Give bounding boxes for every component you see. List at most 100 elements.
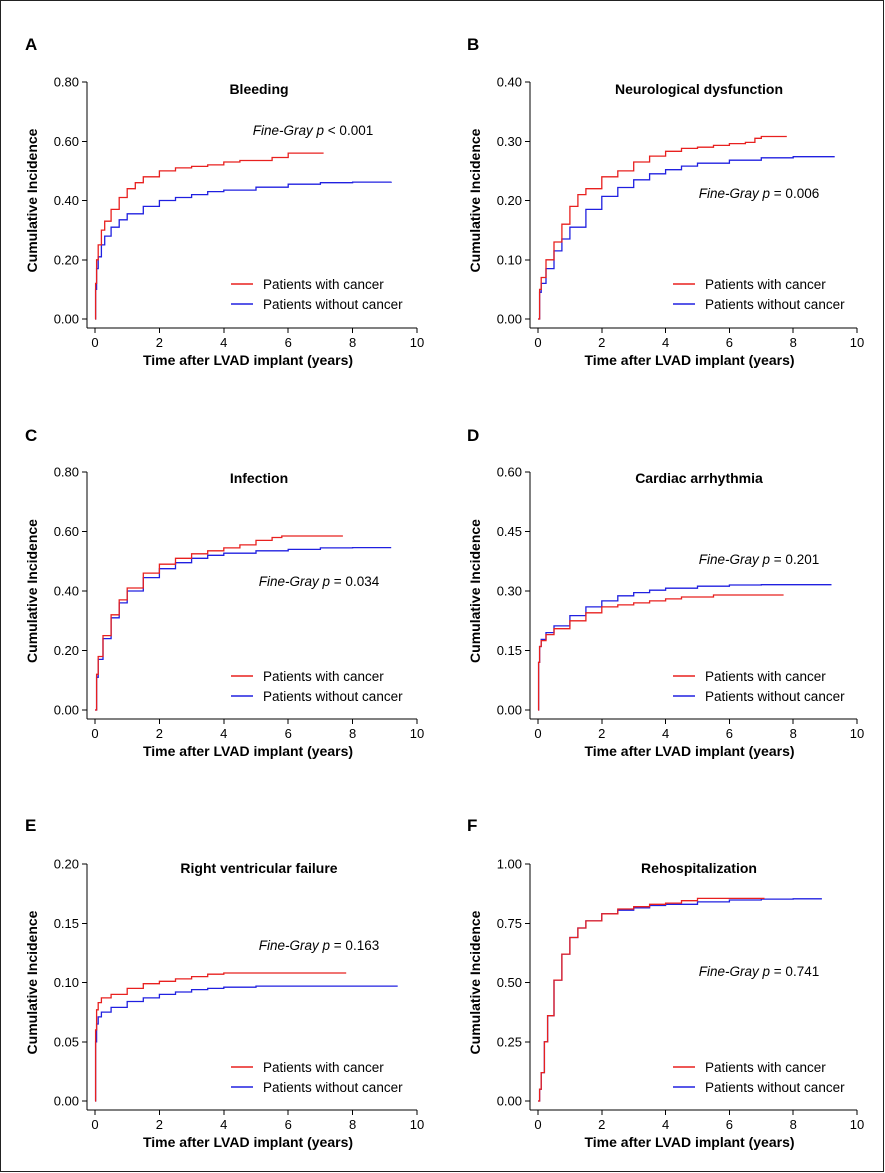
x-tick-label: 8: [349, 1117, 356, 1132]
x-tick-label: 0: [534, 726, 541, 741]
y-axis-label: Cumulative Incidence: [467, 128, 483, 272]
series-line-without-cancer: [538, 156, 835, 320]
legend: Patients with cancer Patients without can…: [231, 669, 403, 704]
x-tick-label: 4: [662, 726, 669, 741]
panel-letter: E: [25, 816, 36, 835]
y-tick-label: 0.20: [54, 857, 79, 872]
y-tick-label: 0.80: [54, 465, 79, 480]
legend-label: Patients with cancer: [263, 277, 384, 292]
y-tick-label: 0.10: [54, 975, 79, 990]
legend-label: Patients without cancer: [705, 1080, 845, 1095]
legend-label: Patients with cancer: [705, 277, 826, 292]
fine-gray-annotation: Fine-Gray p = 0.741: [699, 964, 819, 979]
panel-title: Right ventricular failure: [180, 860, 337, 876]
y-axis-label: Cumulative Incidence: [467, 519, 483, 663]
y-axis-label: Cumulative Incidence: [24, 519, 40, 663]
legend-label: Patients without cancer: [263, 297, 403, 312]
x-tick-label: 10: [410, 726, 424, 741]
legend: Patients with cancer Patients without can…: [231, 1060, 403, 1095]
legend-label: Patients with cancer: [705, 669, 826, 684]
y-tick-label: 0.20: [497, 193, 522, 208]
y-tick-label: 0.00: [497, 1094, 522, 1109]
y-tick-label: 0.60: [497, 465, 522, 480]
x-axis-label: Time after LVAD implant (years): [584, 743, 794, 759]
x-tick-label: 10: [410, 1117, 424, 1132]
x-tick-label: 2: [598, 335, 605, 350]
legend: Patients with cancer Patients without can…: [231, 277, 403, 312]
y-tick-label: 0.00: [497, 703, 522, 718]
x-tick-label: 0: [534, 335, 541, 350]
x-tick-label: 6: [285, 1117, 292, 1132]
x-tick-label: 8: [349, 726, 356, 741]
legend-label: Patients with cancer: [263, 1060, 384, 1075]
y-tick-label: 0.25: [497, 1034, 522, 1049]
x-tick-label: 0: [534, 1117, 541, 1132]
y-tick-label: 0.15: [54, 916, 79, 931]
y-axis-label: Cumulative Incidence: [467, 910, 483, 1054]
panel-f: F Rehospitalization 0 2 4 6 8 10 0.00 0.25 0.50 0.7…: [467, 816, 864, 1150]
y-tick-label: 0.30: [497, 584, 522, 599]
y-tick-label: 1.00: [497, 857, 522, 872]
y-tick-label: 0.00: [497, 312, 522, 327]
legend-label: Patients without cancer: [705, 689, 845, 704]
panel-title: Neurological dysfunction: [615, 81, 783, 97]
panel-letter: A: [25, 35, 37, 54]
y-axis-label: Cumulative Incidence: [24, 128, 40, 272]
panel-letter: F: [467, 816, 477, 835]
x-tick-label: 4: [220, 1117, 227, 1132]
panel-title: Rehospitalization: [641, 860, 757, 876]
panel-a: A Bleeding 0 2 4 6 8 10 0.00 0.20 0.40 0.60 0.80 Time…: [24, 35, 424, 368]
legend: Patients with cancer Patients without can…: [673, 277, 845, 312]
y-tick-label: 0.80: [54, 75, 79, 90]
fine-gray-annotation: Fine-Gray p = 0.006: [699, 186, 819, 201]
x-tick-label: 6: [285, 335, 292, 350]
y-tick-label: 0.40: [497, 75, 522, 90]
y-tick-label: 0.05: [54, 1034, 79, 1049]
panel-letter: C: [25, 426, 37, 445]
panel-title: Infection: [230, 470, 288, 486]
y-tick-label: 0.60: [54, 524, 79, 539]
series-line-without-cancer: [95, 546, 392, 711]
x-tick-label: 0: [91, 726, 98, 741]
x-tick-label: 0: [91, 335, 98, 350]
y-tick-label: 0.30: [497, 134, 522, 149]
y-tick-label: 0.00: [54, 312, 79, 327]
series-line-with-cancer: [95, 535, 343, 711]
panel-b: B Neurological dysfunction 0 2 4 6 8 10 0.00 0.10…: [467, 35, 864, 368]
x-tick-label: 6: [726, 1117, 733, 1132]
panel-title: Cardiac arrhythmia: [635, 470, 763, 486]
x-axis-label: Time after LVAD implant (years): [584, 352, 794, 368]
legend-label: Patients without cancer: [263, 1080, 403, 1095]
legend-label: Patients with cancer: [705, 1060, 826, 1075]
panel-e: E Right ventricular failure 0 2 4 6 8 10 0.00 0.0…: [24, 816, 424, 1150]
x-axis-label: Time after LVAD implant (years): [143, 352, 353, 368]
x-tick-label: 6: [726, 726, 733, 741]
x-tick-label: 0: [91, 1117, 98, 1132]
y-tick-label: 0.20: [54, 643, 79, 658]
series-line-with-cancer: [94, 972, 347, 1102]
series-line-with-cancer: [94, 152, 324, 320]
y-tick-label: 0.20: [54, 252, 79, 267]
x-axis-label: Time after LVAD implant (years): [584, 1134, 794, 1150]
x-tick-label: 8: [349, 335, 356, 350]
fine-gray-annotation: Fine-Gray p = 0.163: [259, 938, 379, 953]
x-tick-label: 8: [790, 1117, 797, 1132]
series-line-with-cancer: [538, 897, 765, 1102]
panel-d: D Cardiac arrhythmia 0 2 4 6 8 10 0.00 0.15 0.30 0.…: [467, 426, 864, 759]
legend-label: Patients without cancer: [263, 689, 403, 704]
x-tick-label: 10: [850, 1117, 864, 1132]
y-tick-label: 0.40: [54, 584, 79, 599]
fine-gray-annotation: Fine-Gray p = 0.034: [259, 574, 380, 589]
y-tick-label: 0.40: [54, 193, 79, 208]
x-tick-label: 10: [850, 335, 864, 350]
x-tick-label: 4: [662, 335, 669, 350]
panel-c: C Infection 0 2 4 6 8 10 0.00 0.20 0.40 0.60 0.80 Tim…: [24, 426, 424, 759]
x-tick-label: 8: [790, 726, 797, 741]
y-tick-label: 0.75: [497, 916, 522, 931]
series-line-without-cancer: [94, 985, 398, 1102]
series-line-with-cancer: [537, 594, 784, 711]
x-tick-label: 4: [220, 726, 227, 741]
x-tick-label: 6: [285, 726, 292, 741]
